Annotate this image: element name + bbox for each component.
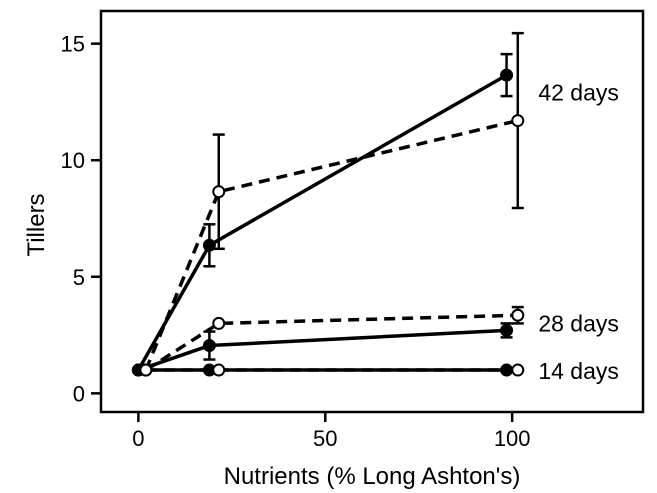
series-line-dashed (144, 313, 518, 372)
data-point-filled (202, 238, 216, 252)
data-point-open (139, 363, 153, 377)
series-annotation: 28 days (538, 310, 619, 336)
x-tick-label: 50 (313, 426, 337, 451)
data-point-open (511, 363, 525, 377)
x-tick-label: 0 (132, 426, 144, 451)
plot-frame (99, 9, 645, 414)
x-tick-label: 100 (494, 426, 531, 451)
data-point-open (212, 185, 226, 199)
y-tick-label: 10 (61, 148, 85, 173)
data-point-open (511, 308, 525, 322)
series-line-solid (136, 73, 508, 371)
x-axis-label: Nutrients (% Long Ashton's) (224, 463, 521, 490)
plot-marks: 42 days 28 days 14 days (131, 31, 619, 384)
series-annotation: 42 days (538, 80, 619, 106)
y-axis-ticks: 0 5 10 15 (61, 32, 101, 406)
y-tick-label: 15 (61, 32, 85, 57)
y-tick-label: 5 (73, 265, 85, 290)
data-point-open (212, 316, 226, 330)
series-line-solid (137, 328, 507, 372)
data-point-open (212, 363, 226, 377)
y-tick-label: 0 (73, 381, 85, 406)
y-axis-label: Tillers (23, 193, 50, 256)
data-point-open (511, 114, 525, 128)
data-point-filled (500, 363, 514, 377)
data-point-filled (202, 339, 216, 353)
data-point-filled (500, 323, 514, 337)
x-axis-ticks: 0 50 100 (132, 412, 531, 451)
series-annotation: 14 days (538, 358, 619, 384)
series-line-dashed (144, 118, 519, 371)
data-point-filled (500, 68, 514, 82)
